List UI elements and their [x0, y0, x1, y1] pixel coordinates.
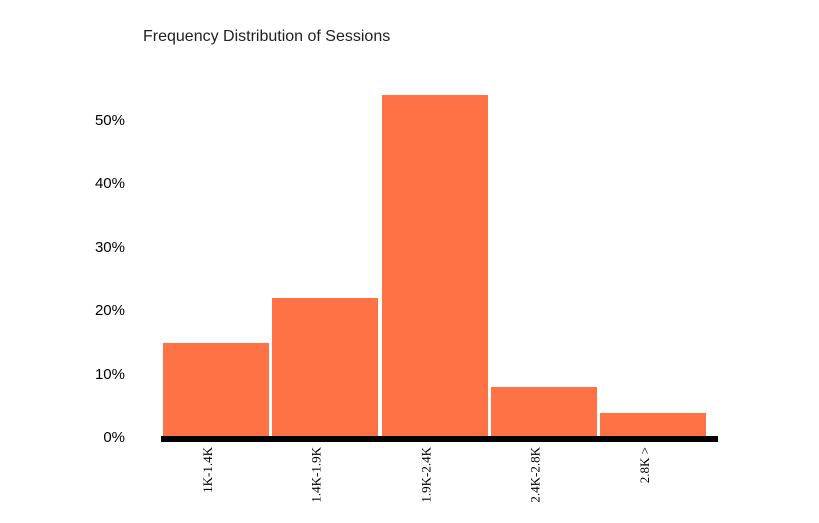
bar-1.4K-1.9K[interactable] [272, 298, 379, 438]
y-axis-tick-label: 50% [94, 111, 125, 129]
x-axis-category-label: 2.8K > [636, 447, 652, 484]
x-axis-category-label: 1.4K-1.9K [308, 447, 324, 503]
y-axis-tick-label: 30% [94, 238, 125, 256]
bar-1.9K-2.4K[interactable] [381, 95, 488, 438]
y-axis-tick-label: 20% [94, 302, 125, 319]
bar-2.4K-2.8K[interactable] [491, 387, 598, 438]
x-axis-category-label: 1K-1.4K [199, 447, 215, 493]
x-axis-baseline [161, 436, 718, 442]
x-axis-category-label: 1.9K-2.4K [418, 447, 434, 503]
x-axis-category-label: 2.4K-2.8K [527, 447, 543, 503]
y-axis-tick-label: 0% [103, 429, 125, 446]
bar-1K-1.4K[interactable] [163, 342, 270, 438]
bar-2.8K >[interactable] [600, 412, 707, 438]
chart-title: Frequency Distribution of Sessions [143, 28, 391, 45]
y-axis-tick-label: 40% [94, 175, 125, 192]
y-axis-tick-label: 10% [94, 365, 125, 383]
